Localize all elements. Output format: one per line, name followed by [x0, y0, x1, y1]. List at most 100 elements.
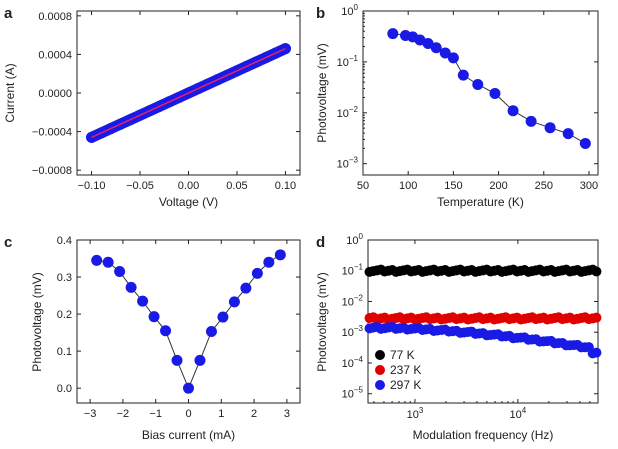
panel-label-d: d: [316, 234, 325, 251]
legend-marker-237k: [375, 365, 385, 375]
panel-c-points: [91, 249, 286, 394]
panel-label-c: c: [4, 234, 12, 251]
panel-b-x-label: Temperature (K): [437, 195, 524, 209]
y-tick-label: 0.0000: [38, 88, 72, 100]
data-point: [489, 87, 501, 99]
x-tick-label: 103: [407, 406, 424, 421]
x-tick-label: −1: [149, 408, 162, 420]
panel-b-x-ticks: 50 100 150 200 250 300: [357, 11, 598, 192]
x-tick-label: −0.05: [126, 180, 154, 192]
data-point: [274, 249, 286, 261]
data-point: [579, 137, 591, 149]
panel-c-x-ticks: −3 −2 −1 0 1 2 3: [84, 240, 290, 420]
panel-a-x-ticks: −0.10 −0.05 0.00 0.05 0.10: [78, 11, 296, 192]
panel-d-y-label: Photovoltage (mV): [315, 272, 329, 371]
data-point: [422, 37, 434, 49]
y-tick-label: 0.4: [57, 235, 72, 247]
data-point: [160, 325, 172, 337]
y-tick-label: −0.0008: [32, 165, 72, 177]
legend-label-77k: 77 K: [390, 348, 415, 362]
y-tick-label: 10−1: [337, 54, 359, 69]
data-point: [171, 354, 183, 366]
y-tick-label: 0.2: [57, 309, 72, 321]
data-point: [507, 105, 519, 117]
panel-a-x-label: Voltage (V): [159, 195, 218, 209]
data-point: [205, 326, 217, 338]
y-tick-label: 10−2: [337, 105, 359, 120]
panel-b-points: [387, 28, 591, 149]
legend-label-237k: 237 K: [390, 363, 421, 377]
y-tick-label: 0.0008: [38, 11, 72, 23]
panel-label-a: a: [4, 5, 13, 22]
data-point: [91, 254, 103, 266]
x-tick-label: 250: [535, 180, 553, 192]
data-point: [591, 266, 602, 277]
data-point: [114, 265, 126, 277]
x-tick-label: 0.00: [178, 180, 199, 192]
data-point: [439, 47, 451, 59]
y-tick-label: 10−1: [342, 263, 364, 278]
data-point: [102, 256, 114, 268]
y-tick-label: 10−2: [342, 293, 364, 308]
data-point: [457, 69, 469, 81]
x-tick-label: −3: [84, 408, 97, 420]
panel-b-connector: [392, 33, 586, 144]
panel-c-x-label: Bias current (mA): [142, 428, 235, 442]
series-297-k: [364, 321, 602, 359]
x-tick-label: −0.10: [78, 180, 106, 192]
panel-d-legend: 77 K 237 K 297 K: [375, 348, 421, 392]
panel-c-y-label: Photovoltage (mV): [30, 272, 44, 371]
panel-label-b: b: [316, 5, 325, 22]
y-tick-label: 10−3: [342, 324, 364, 339]
legend-label-297k: 297 K: [390, 378, 421, 392]
x-tick-label: 104: [510, 406, 527, 421]
x-tick-label: 200: [489, 180, 507, 192]
series-237-k: [364, 312, 602, 325]
x-tick-label: 0.05: [226, 180, 247, 192]
panel-d-points: [364, 264, 602, 359]
panel-b-frame: [362, 10, 599, 176]
x-tick-label: 0: [185, 408, 191, 420]
x-tick-label: 100: [399, 180, 417, 192]
data-point: [251, 267, 263, 279]
y-tick-label: 10−5: [342, 386, 364, 401]
y-tick-label: 100: [341, 3, 358, 18]
x-tick-label: 2: [251, 408, 257, 420]
data-point: [183, 382, 194, 394]
data-point: [263, 256, 275, 268]
data-point: [148, 311, 160, 323]
data-point: [387, 28, 399, 40]
series-77-k: [364, 264, 602, 277]
y-tick-label: 0.1: [57, 346, 72, 358]
panel-c-y-ticks: 0.0 0.1 0.2 0.3 0.4: [57, 235, 300, 395]
y-tick-label: 10−4: [342, 355, 364, 370]
panel-b-y-ticks: 10−3 10−2 10−1 100: [337, 3, 598, 171]
panel-a-y-label: Current (A): [3, 63, 17, 122]
data-point: [562, 128, 574, 140]
x-tick-label: 3: [284, 408, 290, 420]
x-tick-label: 0.10: [275, 180, 296, 192]
legend-marker-77k: [375, 350, 385, 360]
panel-c: c −3 −2 −1 0 1 2 3 0.0 0.1 0.2 0.3 0.4 Bias curren…: [4, 234, 301, 442]
data-point: [472, 78, 484, 90]
data-point: [217, 311, 229, 323]
legend-marker-297k: [375, 380, 385, 390]
data-point: [240, 282, 252, 294]
data-point: [430, 42, 442, 54]
data-point: [194, 354, 206, 366]
x-tick-label: 1: [218, 408, 224, 420]
data-point: [447, 52, 459, 64]
panel-a-y-ticks: −0.0008 −0.0004 0.0000 0.0004 0.0008: [32, 11, 300, 177]
panel-b-y-label: Photovoltage (mV): [315, 43, 329, 142]
y-tick-label: 10−3: [337, 156, 359, 171]
data-point: [525, 115, 537, 127]
x-tick-label: 50: [357, 180, 369, 192]
panel-d-x-label: Modulation frequency (Hz): [413, 428, 554, 442]
y-tick-label: 0.0: [57, 383, 72, 395]
data-point: [137, 295, 149, 307]
x-tick-label: 150: [444, 180, 462, 192]
y-tick-label: 0.0004: [38, 49, 72, 61]
data-point: [544, 122, 556, 134]
y-tick-label: −0.0004: [32, 127, 72, 139]
